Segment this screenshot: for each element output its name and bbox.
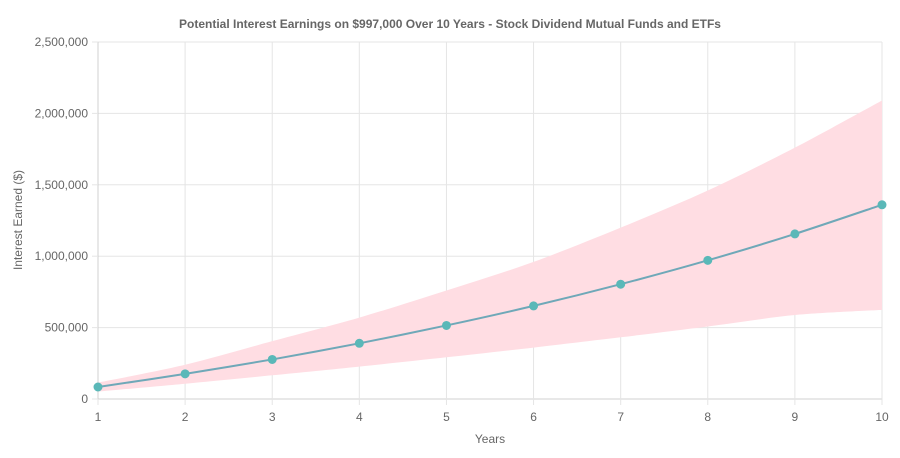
x-tick-label: 10 [875,410,889,424]
x-tick-label: 6 [530,410,537,424]
axes: 0 500,000 1,000,000 1,500,000 2,000,000 2,500… [35,35,889,424]
y-tick-label: 1,000,000 [35,249,89,263]
x-tick-label: 1 [95,410,102,424]
y-tick-label: 2,500,000 [35,35,89,49]
data-point[interactable] [441,320,451,330]
x-tick-label: 4 [356,410,363,424]
y-axis-title: Interest Earned ($) [11,170,25,270]
data-point[interactable] [180,369,190,379]
data-point[interactable] [267,354,277,364]
series [93,200,887,392]
x-tick-label: 3 [269,410,276,424]
x-tick-label: 7 [617,410,624,424]
x-tick-label: 8 [704,410,711,424]
data-point[interactable] [93,382,103,392]
range-band [98,100,882,392]
data-point[interactable] [790,229,800,239]
data-point[interactable] [616,279,626,289]
x-axis-title: Years [475,432,505,446]
x-tick-label: 5 [443,410,450,424]
y-tick-label: 0 [81,392,88,406]
y-tick-label: 1,500,000 [35,178,89,192]
data-point[interactable] [877,200,887,210]
x-tick-label: 2 [182,410,189,424]
data-point[interactable] [354,338,364,348]
data-point[interactable] [529,301,539,311]
data-point[interactable] [703,255,713,265]
y-tick-label: 500,000 [45,321,89,335]
series-line [97,203,883,388]
range-band-area [98,100,882,392]
x-tick-label: 9 [792,410,799,424]
y-tick-label: 2,000,000 [35,106,89,120]
chart-title: Potential Interest Earnings on $997,000 … [179,17,721,31]
